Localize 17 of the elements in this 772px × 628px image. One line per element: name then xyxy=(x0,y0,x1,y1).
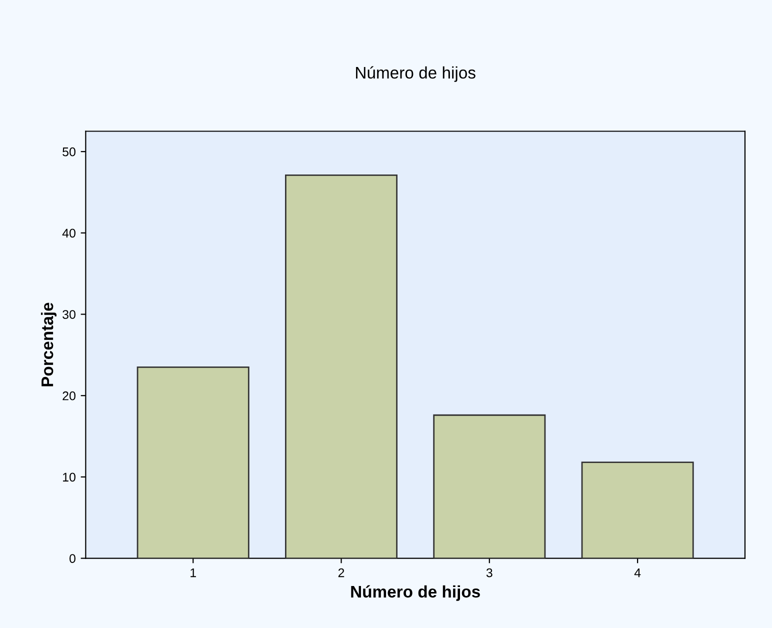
chart-title: Número de hijos xyxy=(356,66,476,82)
x-axis-title: Número de hijos xyxy=(351,585,480,601)
y-tick-label: 20 xyxy=(62,391,76,400)
x-tick-label: 2 xyxy=(338,568,344,578)
y-tick-label: 50 xyxy=(62,147,76,156)
y-axis-title: Porcentaje xyxy=(40,302,57,386)
bar xyxy=(581,462,694,558)
y-tick-label: 30 xyxy=(62,310,76,319)
x-tick-label: 1 xyxy=(190,568,196,578)
y-tick-label: 0 xyxy=(70,554,76,563)
bar xyxy=(285,174,398,558)
y-tick-label: 10 xyxy=(63,472,76,482)
x-tick-label: 3 xyxy=(486,568,492,578)
bar xyxy=(433,414,546,558)
bar xyxy=(136,366,250,558)
y-tick-label: 40 xyxy=(62,228,76,238)
x-tick-label: 4 xyxy=(634,568,641,578)
